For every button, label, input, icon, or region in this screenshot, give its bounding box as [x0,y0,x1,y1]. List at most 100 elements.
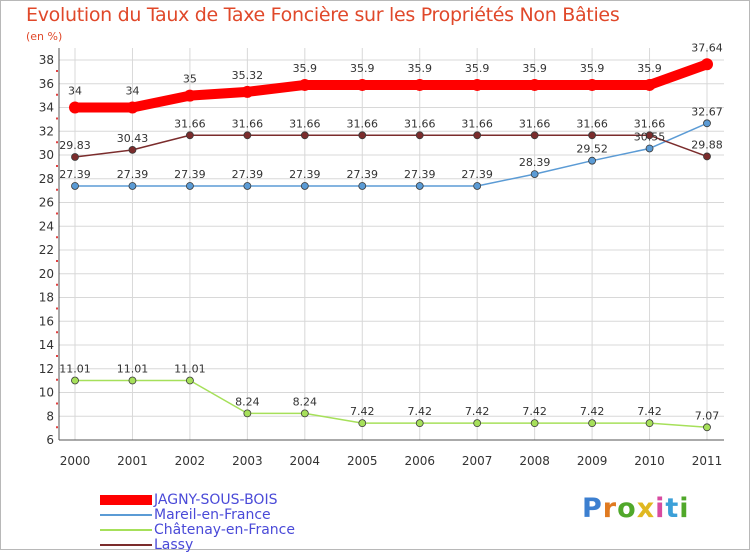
data-point-lassy [186,131,194,140]
data-point-ch-tenay-en-france [530,419,539,428]
data-label-lassy: 31.66 [576,117,608,130]
y-tick-label: 34 [39,101,54,115]
data-point-jagny-sous-bois [701,58,713,71]
data-point-ch-tenay-en-france [703,423,711,432]
data-point-ch-tenay-en-france [128,376,137,385]
y-tick-label: 28 [39,172,54,186]
data-label-ch-tenay-en-france: 7.42 [465,405,490,418]
data-label-lassy: 31.66 [404,117,436,130]
chart-title: Evolution du Taux de Taxe Foncière sur l… [26,4,620,26]
data-label-mareil-en-france: 27.39 [59,168,91,181]
data-label-ch-tenay-en-france: 7.42 [350,405,375,418]
data-point-lassy [300,131,309,140]
data-point-jagny-sous-bois [471,78,484,91]
series-line-jagny-sous-bois [70,59,712,113]
data-point-mareil-en-france [473,182,482,190]
data-point-ch-tenay-en-france [358,419,367,428]
data-label-ch-tenay-en-france: 8.24 [293,395,318,408]
data-label-ch-tenay-en-france: 7.42 [637,405,662,418]
data-label-jagny-sous-bois: 35.32 [232,69,264,82]
data-label-jagny-sous-bois: 35.9 [407,62,432,75]
data-point-jagny-sous-bois [183,89,196,102]
x-tick-label: 2005 [347,454,378,468]
data-point-ch-tenay-en-france [71,376,79,385]
x-tick-label: 2008 [519,454,550,468]
unit-label: (en %) [26,30,63,43]
legend-label-lassy: Lassy [154,537,194,553]
x-tick-label: 2002 [175,454,206,468]
data-label-lassy: 31.66 [174,117,206,130]
data-label-lassy: 30.43 [117,132,149,145]
data-label-lassy: 29.88 [691,138,723,151]
series-line-mareil-en-france [74,122,708,187]
legend-label-ch-tenay-en-france: Châtenay-en-France [154,522,295,538]
data-point-lassy [473,131,482,140]
data-label-jagny-sous-bois: 35.9 [350,62,375,75]
data-point-mareil-en-france [243,182,252,190]
data-label-jagny-sous-bois: 35.9 [465,62,490,75]
data-point-mareil-en-france [415,182,424,190]
legend-label-jagny-sous-bois: JAGNY-SOUS-BOIS [154,492,278,508]
data-label-mareil-en-france: 28.39 [519,156,551,169]
data-label-mareil-en-france: 29.52 [576,143,608,156]
y-tick-label: 20 [39,267,54,281]
data-label-jagny-sous-bois: 34 [125,85,139,98]
data-point-lassy [358,131,367,140]
data-point-mareil-en-france [358,182,367,190]
data-point-mareil-en-france [128,182,137,190]
data-label-ch-tenay-en-france: 11.01 [174,363,206,376]
data-point-lassy [703,152,711,161]
y-tick-label: 36 [39,77,54,91]
data-point-ch-tenay-en-france [588,419,596,428]
series-line-lassy [74,134,708,158]
y-tick-label: 14 [39,338,54,352]
y-tick-label: 32 [39,124,54,138]
legend-label-mareil-en-france: Mareil-en-France [154,507,271,523]
x-tick-label: 2006 [404,454,435,468]
data-point-mareil-en-france [645,144,654,153]
data-label-jagny-sous-bois: 35.9 [580,62,605,75]
data-label-mareil-en-france: 27.39 [232,168,264,181]
y-tick-label: 38 [39,53,54,67]
data-point-jagny-sous-bois [69,101,81,114]
data-point-jagny-sous-bois [356,78,369,91]
data-label-jagny-sous-bois: 35.9 [637,62,662,75]
data-label-mareil-en-france: 27.39 [174,168,206,181]
data-label-lassy: 31.66 [232,117,264,130]
data-label-lassy: 29.83 [59,139,91,152]
data-point-jagny-sous-bois [643,78,656,91]
data-point-jagny-sous-bois [586,78,599,91]
data-point-jagny-sous-bois [126,101,139,114]
data-label-ch-tenay-en-france: 11.01 [117,363,149,376]
data-point-ch-tenay-en-france [645,419,654,428]
data-point-mareil-en-france [588,156,596,165]
data-point-ch-tenay-en-france [300,409,309,418]
data-label-mareil-en-france: 27.39 [289,168,321,181]
y-tick-label: 26 [39,196,54,210]
data-point-mareil-en-france [186,182,194,190]
data-label-lassy: 31.66 [634,117,666,130]
data-point-mareil-en-france [530,170,539,179]
data-label-mareil-en-france: 27.39 [117,168,149,181]
data-label-mareil-en-france: 30.55 [634,130,666,143]
data-point-lassy [415,131,424,140]
data-point-mareil-en-france [703,119,711,128]
data-point-lassy [71,153,79,161]
y-tick-label: 16 [39,314,54,328]
data-point-jagny-sous-bois [413,78,426,91]
data-label-ch-tenay-en-france: 7.42 [522,405,547,418]
x-tick-label: 2007 [462,454,493,468]
data-point-lassy [243,131,252,140]
data-label-ch-tenay-en-france: 8.24 [235,395,260,408]
x-tick-label: 2001 [117,454,148,468]
y-tick-label: 24 [39,219,54,233]
data-label-lassy: 31.66 [347,117,379,130]
data-label-ch-tenay-en-france: 7.42 [580,405,605,418]
data-label-mareil-en-france: 27.39 [404,168,436,181]
data-label-jagny-sous-bois: 35.9 [522,62,547,75]
x-tick-label: 2003 [232,454,263,468]
data-point-lassy [128,145,137,154]
data-point-ch-tenay-en-france [243,409,252,418]
y-tick-label: 30 [39,148,54,162]
